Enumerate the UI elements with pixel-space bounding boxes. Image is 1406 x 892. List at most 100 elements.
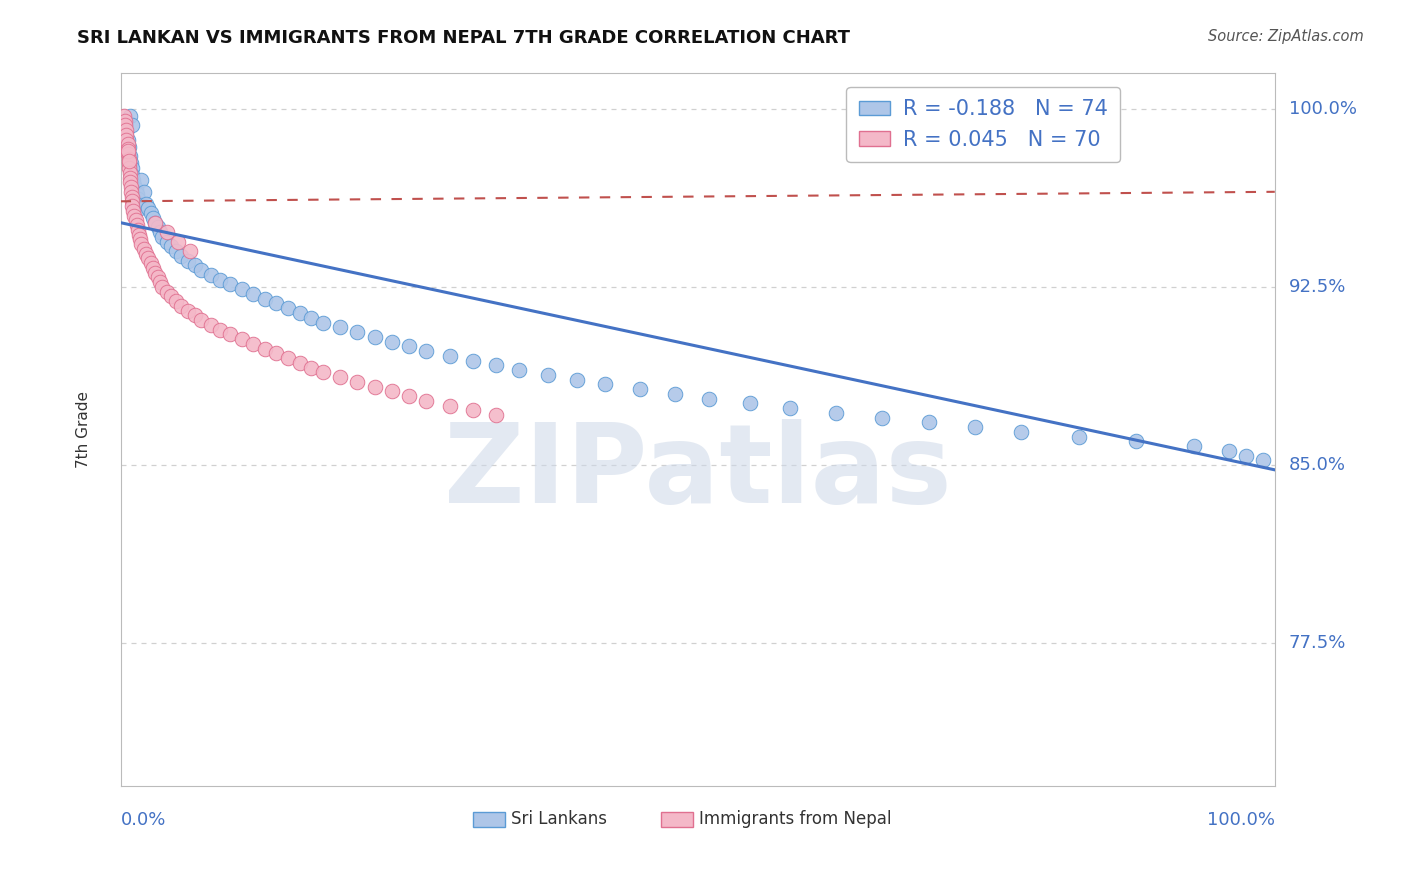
Point bbox=[381, 334, 404, 349]
Point bbox=[114, 113, 136, 128]
Text: Sri Lankans: Sri Lankans bbox=[510, 811, 607, 829]
Point bbox=[346, 325, 368, 339]
Point bbox=[118, 139, 141, 153]
Point bbox=[149, 275, 172, 289]
Point bbox=[277, 351, 299, 366]
Point bbox=[169, 299, 191, 313]
Point bbox=[128, 227, 150, 242]
Point bbox=[124, 182, 146, 196]
Point bbox=[363, 379, 385, 393]
Point bbox=[299, 360, 322, 375]
Point bbox=[200, 318, 222, 332]
Point bbox=[1067, 429, 1090, 443]
Point bbox=[363, 330, 385, 344]
Point bbox=[160, 289, 183, 303]
Point bbox=[253, 342, 276, 356]
Point bbox=[138, 202, 160, 216]
Point bbox=[165, 294, 187, 309]
Point bbox=[122, 203, 145, 218]
Point bbox=[595, 377, 617, 392]
Point bbox=[115, 132, 138, 146]
Point bbox=[485, 359, 508, 373]
Point bbox=[156, 235, 179, 249]
Point bbox=[231, 282, 253, 296]
Text: 77.5%: 77.5% bbox=[1289, 634, 1346, 652]
Point bbox=[1234, 449, 1257, 463]
Point bbox=[537, 368, 560, 382]
Text: 0.0%: 0.0% bbox=[121, 811, 166, 829]
Point bbox=[242, 337, 264, 351]
Point bbox=[779, 401, 801, 415]
Point bbox=[125, 187, 148, 202]
Point bbox=[127, 223, 149, 237]
Text: ZIPatlas: ZIPatlas bbox=[444, 418, 952, 525]
Text: 100.0%: 100.0% bbox=[1206, 811, 1275, 829]
Point bbox=[135, 246, 157, 260]
Point bbox=[208, 273, 231, 287]
Point bbox=[664, 386, 686, 401]
Point bbox=[125, 218, 148, 232]
Point bbox=[114, 118, 136, 132]
Point bbox=[738, 396, 761, 410]
Point bbox=[121, 168, 143, 182]
Point bbox=[208, 323, 231, 337]
Point bbox=[135, 196, 157, 211]
Point bbox=[129, 232, 152, 246]
Point bbox=[179, 244, 201, 259]
Point bbox=[118, 153, 141, 168]
Point bbox=[266, 296, 288, 310]
Text: 100.0%: 100.0% bbox=[1289, 100, 1357, 118]
Point bbox=[398, 339, 420, 353]
Text: 7th Grade: 7th Grade bbox=[76, 391, 91, 468]
Point bbox=[121, 199, 143, 213]
Point bbox=[127, 192, 149, 206]
Point bbox=[117, 146, 139, 161]
Point bbox=[146, 270, 169, 285]
Text: 85.0%: 85.0% bbox=[1289, 456, 1346, 474]
Point bbox=[266, 346, 288, 360]
Point bbox=[132, 242, 155, 256]
Point bbox=[132, 185, 155, 199]
Text: Immigrants from Nepal: Immigrants from Nepal bbox=[699, 811, 891, 829]
Point bbox=[231, 332, 253, 346]
Point bbox=[169, 249, 191, 263]
Point bbox=[118, 161, 141, 175]
Point bbox=[485, 408, 508, 422]
Point bbox=[872, 410, 894, 425]
Point bbox=[219, 327, 242, 342]
Point bbox=[120, 185, 142, 199]
Point bbox=[121, 161, 143, 175]
Point bbox=[143, 266, 166, 280]
Point bbox=[167, 235, 190, 249]
Point bbox=[415, 393, 437, 408]
Text: 92.5%: 92.5% bbox=[1289, 277, 1346, 296]
Point bbox=[117, 145, 139, 159]
Point bbox=[118, 166, 141, 180]
Point bbox=[117, 132, 139, 146]
Point bbox=[117, 137, 139, 152]
Point bbox=[697, 392, 720, 406]
Point bbox=[118, 149, 141, 163]
Point bbox=[131, 237, 153, 252]
Point bbox=[156, 225, 179, 239]
Point bbox=[508, 363, 530, 377]
Point bbox=[124, 178, 146, 192]
Point bbox=[124, 209, 146, 223]
Text: SRI LANKAN VS IMMIGRANTS FROM NEPAL 7TH GRADE CORRELATION CHART: SRI LANKAN VS IMMIGRANTS FROM NEPAL 7TH … bbox=[77, 29, 851, 46]
Point bbox=[176, 253, 198, 268]
Point bbox=[115, 123, 138, 137]
Point bbox=[139, 206, 162, 220]
Point bbox=[121, 194, 143, 209]
Point bbox=[165, 244, 187, 259]
Point bbox=[121, 189, 143, 203]
Point bbox=[112, 109, 135, 123]
Point bbox=[311, 365, 333, 379]
Point bbox=[1218, 443, 1240, 458]
Point bbox=[1125, 434, 1147, 449]
Point bbox=[122, 173, 145, 187]
Point bbox=[183, 259, 205, 273]
Point bbox=[143, 216, 166, 230]
Point bbox=[138, 252, 160, 266]
Point bbox=[329, 320, 352, 334]
Point bbox=[1182, 439, 1205, 453]
